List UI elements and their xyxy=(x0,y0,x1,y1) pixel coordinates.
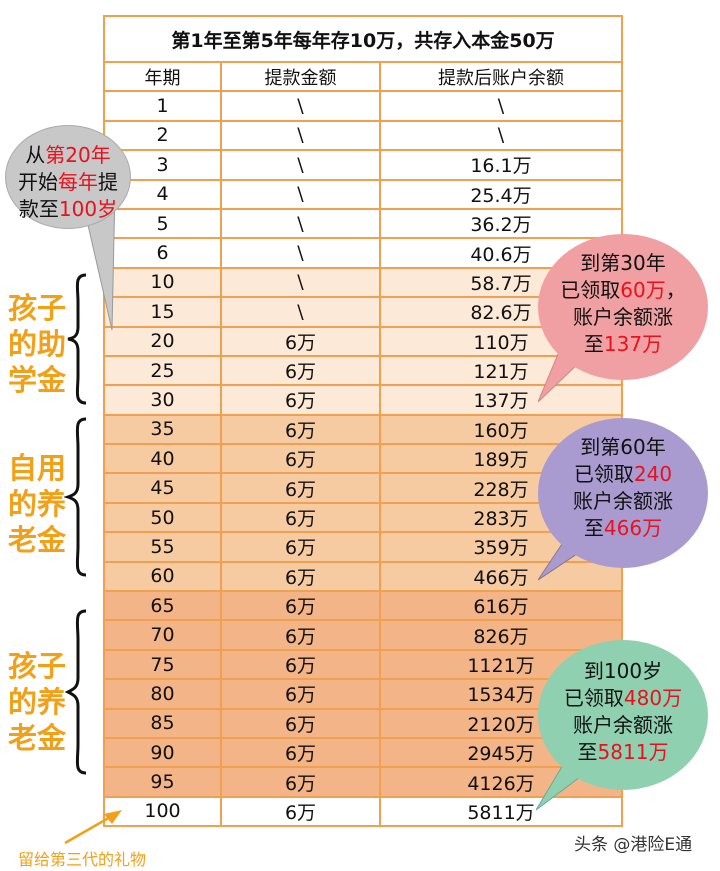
cell-year: 100 xyxy=(103,795,222,828)
table-row: 3 \ 16.1万 xyxy=(103,149,624,181)
cell-withdraw: 6万 xyxy=(220,707,381,739)
cell-withdraw: 6万 xyxy=(220,590,381,622)
arrow-icon xyxy=(64,810,122,845)
table-row: 70 6万 826万 xyxy=(103,619,624,651)
pink-bubble: 到第30年 已领取60万， 账户余额涨 至137万 xyxy=(538,234,708,380)
header-balance: 提款后账户余额 xyxy=(378,60,624,93)
footer-note: 留给第三代的礼物 xyxy=(18,850,147,869)
table-row: 6 \ 40.6万 xyxy=(103,237,624,269)
cell-withdraw: \ xyxy=(220,119,381,152)
cell-year: 85 xyxy=(103,707,222,739)
cell-balance: 16.1万 xyxy=(378,149,624,181)
cell-withdraw: \ xyxy=(220,90,381,122)
cell-balance: 826万 xyxy=(378,619,624,651)
cell-withdraw: 6万 xyxy=(220,413,381,446)
cell-balance: 25.4万 xyxy=(378,178,624,210)
cell-year: 35 xyxy=(103,413,222,446)
cell-balance: 616万 xyxy=(378,590,624,622)
cell-withdraw: 6万 xyxy=(220,501,381,534)
watermark: 头条 @港险E通 xyxy=(574,835,693,855)
cell-year: 30 xyxy=(103,384,222,416)
cell-withdraw: 6万 xyxy=(220,619,381,651)
table-row: 1 \ \ xyxy=(103,90,624,122)
purple-bubble: 到第60年 已领取240 账户余额涨 至466万 xyxy=(538,418,708,568)
brace-child-pension xyxy=(64,609,87,775)
cell-withdraw: 6万 xyxy=(220,678,381,710)
table-row: 40 6万 189万 xyxy=(103,443,624,475)
table-row: 4 \ 25.4万 xyxy=(103,178,624,210)
table-row: 60 6万 466万 xyxy=(103,560,624,593)
cell-year: 25 xyxy=(103,354,222,387)
cell-withdraw: \ xyxy=(220,296,381,328)
cell-withdraw: 6万 xyxy=(220,736,381,769)
cell-withdraw: \ xyxy=(220,266,381,299)
cell-year: 15 xyxy=(103,296,222,328)
cell-withdraw: 6万 xyxy=(220,443,381,475)
cell-year: 75 xyxy=(103,648,222,681)
cell-balance: 466万 xyxy=(378,560,624,593)
cell-withdraw: 6万 xyxy=(220,384,381,416)
cell-year: 80 xyxy=(103,678,222,710)
cell-withdraw: 6万 xyxy=(220,648,381,681)
table-title: 第1年至第5年每年存10万，共存入本金50万 xyxy=(102,15,624,63)
side-label-child-pension: 孩子 的养 老金 xyxy=(8,649,67,755)
cell-year: 6 xyxy=(103,237,222,269)
cell-balance: \ xyxy=(378,119,624,152)
cell-year: 40 xyxy=(103,443,222,475)
cell-year: 10 xyxy=(103,266,222,299)
cell-balance: 4126万 xyxy=(378,766,624,798)
table-row: 100 6万 5811万 xyxy=(103,795,624,828)
table-row: 2 \ \ xyxy=(103,119,624,152)
cell-year: 70 xyxy=(103,619,222,651)
cell-year: 1 xyxy=(103,90,222,122)
header-year: 年期 xyxy=(103,60,222,93)
table-row: 5 \ 36.2万 xyxy=(103,207,624,240)
cell-withdraw: 6万 xyxy=(220,795,381,828)
cell-balance: 137万 xyxy=(378,384,624,416)
cell-year: 3 xyxy=(103,149,222,181)
side-label-self-pension: 自用 的养 老金 xyxy=(8,451,67,557)
cell-year: 20 xyxy=(103,325,222,357)
cell-withdraw: 6万 xyxy=(220,531,381,563)
table-row: 95 6万 4126万 xyxy=(103,766,624,798)
cell-year: 65 xyxy=(103,590,222,622)
cell-withdraw: \ xyxy=(220,178,381,210)
cell-year: 55 xyxy=(103,531,222,563)
cell-year: 45 xyxy=(103,472,222,504)
header-withdraw: 提款金额 xyxy=(220,60,381,93)
cell-year: 50 xyxy=(103,501,222,534)
green-bubble: 到100岁 已领取480万 账户余额涨 至5811万 xyxy=(538,640,708,790)
cell-balance: 5811万 xyxy=(378,795,624,828)
cell-balance: \ xyxy=(378,90,624,122)
cell-withdraw: \ xyxy=(220,237,381,269)
table-row: 30 6万 137万 xyxy=(103,384,624,416)
cell-withdraw: 6万 xyxy=(220,766,381,798)
cell-year: 60 xyxy=(103,560,222,593)
cell-year: 95 xyxy=(103,766,222,798)
brace-child-study xyxy=(67,273,87,405)
cell-year: 2 xyxy=(103,119,222,152)
side-label-child-study: 孩子 的助 学金 xyxy=(8,291,67,397)
cell-withdraw: 6万 xyxy=(220,325,381,357)
cell-withdraw: 6万 xyxy=(220,354,381,387)
cell-withdraw: \ xyxy=(220,149,381,181)
brace-self-pension xyxy=(64,417,87,577)
cell-year: 5 xyxy=(103,207,222,240)
cell-balance: 36.2万 xyxy=(378,207,624,240)
cell-withdraw: 6万 xyxy=(220,560,381,593)
cell-year: 90 xyxy=(103,736,222,769)
gray-bubble: 从第20年 开始每年提 款至100岁 xyxy=(5,125,131,229)
cell-withdraw: 6万 xyxy=(220,472,381,504)
table-row: 65 6万 616万 xyxy=(103,590,624,622)
cell-withdraw: \ xyxy=(220,207,381,240)
